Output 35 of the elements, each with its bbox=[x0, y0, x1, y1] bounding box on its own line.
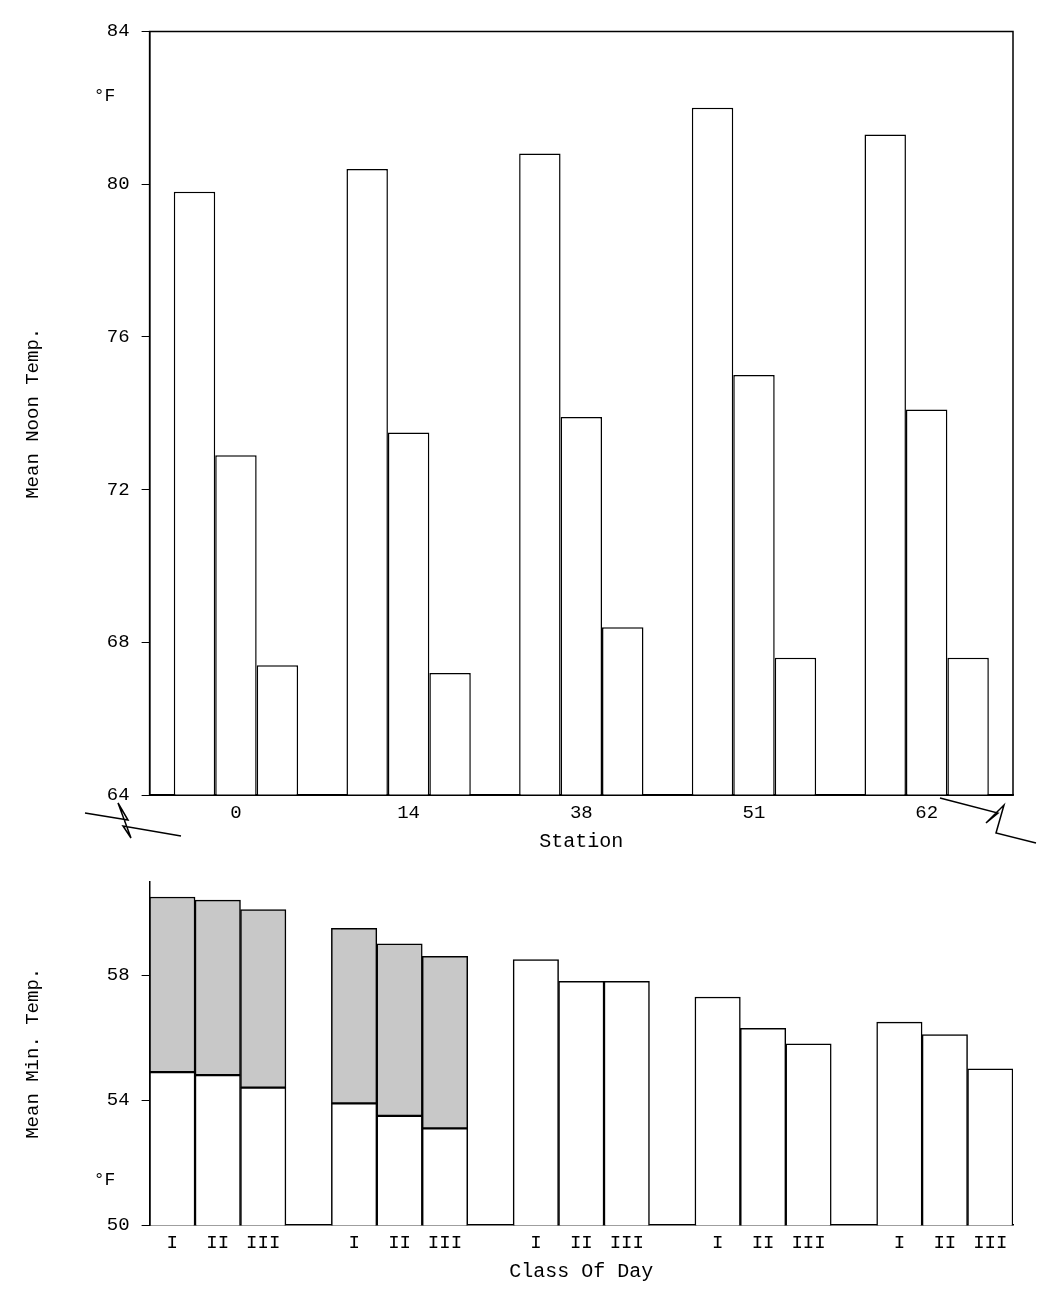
text: °F bbox=[93, 1170, 116, 1191]
x-axis-title: Class Of Day bbox=[509, 1260, 654, 1284]
y-tick-label: 68 bbox=[106, 631, 130, 654]
y-axis-title: Mean Noon Temp. bbox=[22, 327, 45, 499]
x-tick-label: 38 bbox=[569, 801, 593, 824]
y-tick-label: 54 bbox=[106, 1089, 130, 1112]
y-tick-label: 58 bbox=[106, 964, 130, 987]
x-tick-label: 62 bbox=[915, 801, 939, 824]
y-tick-label: 72 bbox=[106, 478, 130, 501]
x-tick-label: I bbox=[348, 1231, 360, 1254]
x-tick-label: III bbox=[973, 1231, 1008, 1254]
x-tick-label: I bbox=[166, 1231, 179, 1254]
x-tick-label: II bbox=[206, 1231, 230, 1254]
x-tick-label: III bbox=[427, 1231, 463, 1254]
x-tick-label: II bbox=[388, 1231, 411, 1254]
y-tick-label: 76 bbox=[106, 325, 130, 348]
x-tick-label: II bbox=[751, 1231, 775, 1254]
y-axis-title: Mean Min. Temp. bbox=[22, 967, 45, 1139]
x-axis-title: Station bbox=[539, 830, 624, 854]
x-tick-label: III bbox=[246, 1231, 281, 1254]
x-tick-label: III bbox=[609, 1231, 644, 1254]
text: °F bbox=[93, 86, 116, 107]
x-tick-label: I bbox=[711, 1231, 724, 1254]
x-tick-label: II bbox=[933, 1231, 957, 1254]
x-tick-label: III bbox=[791, 1231, 826, 1254]
x-tick-label: I bbox=[893, 1231, 906, 1254]
y-tick-label: 50 bbox=[106, 1214, 130, 1237]
x-tick-label: 0 bbox=[230, 801, 242, 824]
y-tick-label: 84 bbox=[106, 20, 130, 43]
x-tick-label: II bbox=[569, 1231, 593, 1254]
x-tick-label: 51 bbox=[742, 801, 766, 824]
y-tick-label: 64 bbox=[106, 784, 130, 807]
y-tick-label: 80 bbox=[106, 173, 130, 196]
x-tick-label: 14 bbox=[397, 801, 421, 824]
x-tick-label: I bbox=[530, 1231, 542, 1254]
